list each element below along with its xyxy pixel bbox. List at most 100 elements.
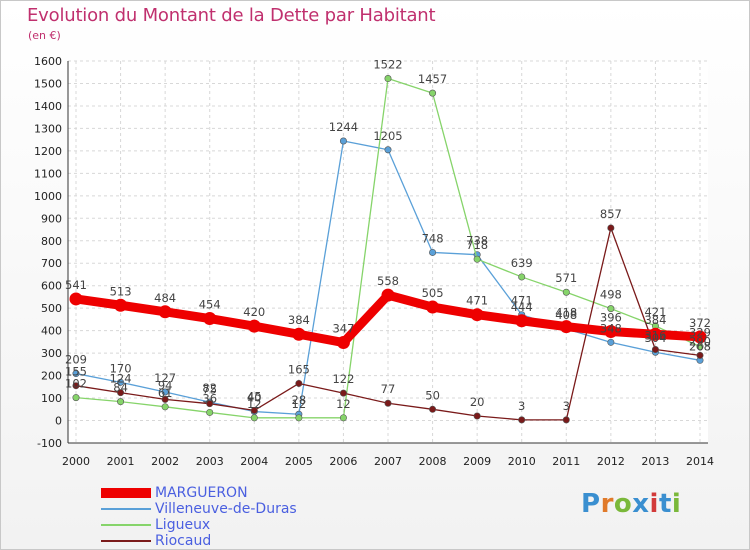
data-label: 165 <box>288 362 310 376</box>
data-label: 471 <box>466 294 488 308</box>
logo-letter: P <box>581 489 601 519</box>
data-label: 444 <box>511 300 533 314</box>
data-point <box>429 248 437 256</box>
data-label: 61 <box>158 386 173 400</box>
data-label: 396 <box>600 311 622 325</box>
data-label: 12 <box>292 397 307 411</box>
logo-letter: o <box>613 489 633 519</box>
x-tick-label: 2009 <box>463 455 491 468</box>
data-label: 421 <box>644 305 666 319</box>
chart-unit-label: (en €) <box>28 29 61 42</box>
logo-letter: x <box>632 489 650 519</box>
logo-letter: i <box>649 489 659 519</box>
data-point <box>515 314 529 328</box>
data-point <box>339 137 347 145</box>
data-point <box>384 399 392 407</box>
data-label: 28 <box>292 393 307 407</box>
data-label: 1522 <box>373 58 402 72</box>
data-point <box>470 308 484 322</box>
y-tick-label: 900 <box>41 212 62 225</box>
data-label: 124 <box>110 372 132 386</box>
data-label: 384 <box>644 313 666 327</box>
data-point <box>696 351 704 359</box>
data-label: 316 <box>644 329 666 343</box>
data-label: 20 <box>470 395 485 409</box>
legend-item: Villeneuve-de-Duras <box>101 501 297 517</box>
data-point <box>473 412 481 420</box>
data-point <box>295 379 303 387</box>
data-label: 40 <box>247 391 262 405</box>
data-point <box>206 408 214 416</box>
legend-label: Riocaud <box>155 533 212 549</box>
data-label: 384 <box>288 313 310 327</box>
data-label: 454 <box>199 298 221 312</box>
data-label: 418 <box>555 306 577 320</box>
y-tick-label: 600 <box>41 280 62 293</box>
data-label: 50 <box>425 388 440 402</box>
y-tick-label: 0 <box>55 415 62 428</box>
chart-legend: MARGUERON Villeneuve-de-Duras Ligueux Rioca… <box>101 485 297 549</box>
data-point <box>336 336 350 350</box>
y-tick-label: 1200 <box>34 145 62 158</box>
data-point <box>339 414 347 422</box>
data-label: 268 <box>689 339 711 353</box>
data-label: 348 <box>600 321 622 335</box>
data-label: 505 <box>422 286 444 300</box>
x-tick-label: 2008 <box>419 455 447 468</box>
data-point <box>69 292 83 306</box>
y-tick-label: 1500 <box>34 77 62 90</box>
data-label: 12 <box>247 397 262 411</box>
data-label: 1457 <box>418 72 447 86</box>
legend-swatch <box>101 508 151 510</box>
data-label: 102 <box>65 377 87 391</box>
x-tick-label: 2005 <box>285 455 313 468</box>
data-label: 372 <box>689 316 711 330</box>
x-tick-label: 2014 <box>686 455 714 468</box>
data-point <box>518 416 526 424</box>
data-label: 347 <box>332 322 354 336</box>
x-tick-label: 2012 <box>597 455 625 468</box>
data-label: 748 <box>422 231 444 245</box>
data-point <box>381 288 395 302</box>
y-tick-label: 1100 <box>34 167 62 180</box>
data-point <box>161 388 169 396</box>
data-label: 558 <box>377 274 399 288</box>
data-point <box>72 394 80 402</box>
x-tick-label: 2003 <box>196 455 224 468</box>
data-point <box>203 312 217 326</box>
data-label: 3 <box>563 399 570 413</box>
y-tick-label: 1400 <box>34 100 62 113</box>
data-label: 738 <box>466 234 488 248</box>
y-tick-label: 200 <box>41 370 62 383</box>
data-label: 304 <box>644 331 666 345</box>
x-tick-label: 2011 <box>552 455 580 468</box>
data-label: 94 <box>158 378 173 392</box>
data-point <box>518 273 526 281</box>
data-label: 857 <box>600 207 622 221</box>
data-point <box>117 398 125 406</box>
data-label: 3 <box>518 399 525 413</box>
data-point <box>604 325 618 339</box>
legend-swatch <box>101 488 151 498</box>
y-tick-label: 1300 <box>34 122 62 135</box>
x-tick-label: 2010 <box>508 455 536 468</box>
data-point <box>607 338 615 346</box>
data-label: 84 <box>113 381 128 395</box>
data-point <box>562 288 570 296</box>
data-label: 1205 <box>373 129 402 143</box>
data-point <box>473 255 481 263</box>
data-point <box>384 146 392 154</box>
y-tick-label: 800 <box>41 235 62 248</box>
data-point <box>158 305 172 319</box>
data-label: 290 <box>689 334 711 348</box>
data-label: 513 <box>110 284 132 298</box>
y-tick-label: 700 <box>41 257 62 270</box>
data-label: 329 <box>689 326 711 340</box>
legend-swatch <box>101 540 151 542</box>
legend-swatch <box>101 524 151 526</box>
logo-letter: t <box>658 489 672 519</box>
data-point <box>250 406 258 414</box>
legend-item: Riocaud <box>101 533 297 549</box>
x-tick-label: 2013 <box>641 455 669 468</box>
